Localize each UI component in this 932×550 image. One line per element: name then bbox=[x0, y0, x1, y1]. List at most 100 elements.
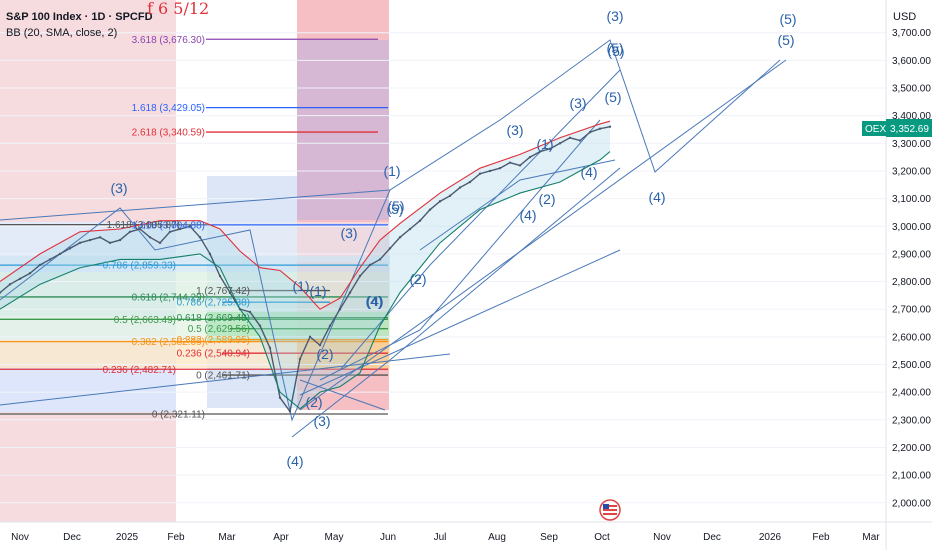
chart-header: S&P 100 Index · 1D · SPCFD BB (20, SMA, … bbox=[6, 0, 916, 39]
fib-label: 0.786 (2,725.38) bbox=[177, 298, 250, 309]
price-point bbox=[268, 346, 272, 350]
price-point bbox=[398, 236, 402, 239]
wave-labels: (3) (4) (1) (2) (3) (4) (5) (1) (2) (3) (4) (5) (1) (… bbox=[110, 8, 796, 469]
wave-label: (3) bbox=[506, 122, 523, 138]
price-point bbox=[288, 410, 292, 413]
x-tick-label: 2025 bbox=[116, 532, 139, 543]
fib-label: 0.5 (2,663.49) bbox=[114, 315, 176, 326]
wave-label: (3) bbox=[606, 8, 623, 24]
x-tick-label: Jun bbox=[380, 532, 396, 543]
ticker-badge[interactable] bbox=[862, 121, 886, 136]
last-price-badge[interactable] bbox=[886, 119, 932, 137]
x-tick-label: Feb bbox=[812, 532, 830, 543]
price-point bbox=[608, 125, 612, 128]
price-point bbox=[138, 227, 142, 231]
fib-label: 1.618 (3,005.87) bbox=[107, 220, 180, 231]
wave-label: (1) bbox=[536, 136, 553, 152]
price-point bbox=[118, 238, 122, 242]
price-point bbox=[48, 258, 52, 261]
currency-label[interactable]: USD bbox=[893, 11, 916, 23]
price-point bbox=[548, 147, 552, 151]
price-point bbox=[428, 208, 432, 211]
price-point bbox=[388, 247, 392, 250]
wave-label: (5) bbox=[779, 11, 796, 27]
y-tick-label: 2,400.00 bbox=[892, 388, 931, 399]
price-point bbox=[488, 169, 492, 173]
fib-label: 0.618 (2,669.48) bbox=[177, 313, 250, 324]
zone-cyan bbox=[0, 256, 390, 272]
price-point bbox=[378, 258, 382, 261]
wave-line bbox=[339, 69, 621, 371]
x-tick-label: May bbox=[325, 532, 344, 543]
fib-label: 0.382 (2,582.69) bbox=[132, 337, 205, 348]
price-point bbox=[248, 310, 252, 314]
x-tick-label: 2026 bbox=[759, 532, 782, 543]
wave-label: (1) bbox=[383, 163, 400, 179]
price-point bbox=[58, 252, 62, 256]
wave-line bbox=[419, 159, 616, 251]
wave-line bbox=[319, 119, 601, 381]
price-point bbox=[108, 241, 112, 245]
indicator-label: BB (20, SMA, close, 2) bbox=[6, 27, 117, 39]
y-tick-label: 3,700.00 bbox=[892, 28, 931, 39]
wave-label: (5) bbox=[386, 201, 403, 217]
price-point bbox=[558, 142, 562, 145]
price-point bbox=[498, 166, 502, 170]
bb-fill bbox=[0, 121, 610, 409]
fib-label: 0.382 (2,589.95) bbox=[177, 335, 250, 346]
wave-line bbox=[299, 249, 621, 396]
series-line-1 bbox=[0, 120, 611, 310]
price-point bbox=[568, 136, 572, 139]
us-flag-icon[interactable] bbox=[599, 499, 621, 521]
annotation-text: f 6 5/12 bbox=[147, 0, 209, 18]
fib-label: 0.786 (2,859.33) bbox=[103, 261, 176, 272]
bollinger-bands bbox=[0, 121, 610, 409]
zone-green bbox=[0, 272, 390, 316]
price-point bbox=[358, 274, 362, 278]
grid bbox=[0, 32, 886, 504]
x-tick-label: Jul bbox=[434, 532, 447, 543]
wave-label: (1) bbox=[309, 283, 326, 299]
series-line-0 bbox=[0, 126, 611, 414]
wave-line bbox=[0, 189, 391, 221]
price-point bbox=[168, 230, 172, 233]
wave-label: (2) bbox=[409, 271, 426, 287]
price-point bbox=[68, 247, 72, 250]
x-tick-label: Aug bbox=[488, 532, 506, 543]
price-point bbox=[28, 272, 32, 275]
price-point bbox=[438, 200, 442, 203]
wave-line bbox=[299, 59, 787, 411]
x-tick-label: Feb bbox=[167, 532, 185, 543]
fib-lines bbox=[0, 38, 388, 415]
price-point bbox=[88, 238, 92, 242]
chart-title: S&P 100 Index · 1D · SPCFD bbox=[6, 11, 153, 23]
wave-label: (4) bbox=[519, 207, 536, 223]
price-point bbox=[578, 139, 582, 142]
wave-line bbox=[299, 379, 386, 411]
wave-label: (4) bbox=[580, 164, 597, 180]
price-point bbox=[408, 227, 412, 231]
price-point bbox=[518, 164, 522, 167]
y-tick-label: 2,000.00 bbox=[892, 498, 931, 509]
fib-label: 0 (2,461.71) bbox=[196, 371, 250, 382]
wave-label: (2) bbox=[316, 346, 333, 362]
fib-label: 0 (2,321.11) bbox=[152, 409, 205, 420]
price-point bbox=[328, 324, 332, 327]
y-tick-label: 3,000.00 bbox=[892, 222, 931, 233]
wave-label: (5) bbox=[777, 32, 794, 48]
wave-label: (4) bbox=[648, 189, 665, 205]
fib-label: 0.5 (2,629.56) bbox=[188, 324, 250, 335]
price-point bbox=[448, 194, 452, 198]
y-tick-label: 3,100.00 bbox=[892, 194, 931, 205]
fib-label: 1.618 (3,429.05) bbox=[132, 103, 205, 114]
price-point bbox=[588, 131, 592, 134]
y-tick-label: 2,900.00 bbox=[892, 249, 931, 260]
wave-label: (5) bbox=[607, 43, 624, 59]
x-tick-label: Nov bbox=[11, 532, 29, 543]
price-point bbox=[228, 291, 232, 294]
price-point bbox=[188, 225, 192, 228]
wave-label: (3) bbox=[340, 225, 357, 241]
